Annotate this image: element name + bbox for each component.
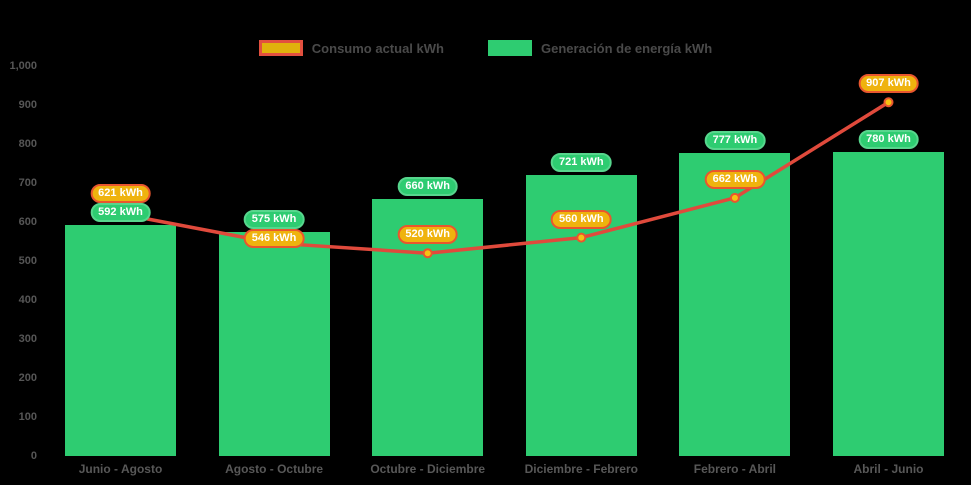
generacion-legend-swatch-icon bbox=[487, 40, 532, 56]
generation-value-label: 575 kWh bbox=[243, 209, 305, 229]
generation-value-label: 721 kWh bbox=[550, 152, 612, 172]
y-tick-label: 100 bbox=[18, 410, 37, 423]
generation-bar[interactable] bbox=[65, 225, 176, 456]
consumption-point[interactable] bbox=[422, 248, 433, 259]
generation-value-label: 660 kWh bbox=[397, 176, 459, 196]
consumo-legend-swatch-icon bbox=[258, 40, 303, 56]
generation-value-label: 592 kWh bbox=[90, 203, 151, 223]
y-tick-label: 300 bbox=[18, 332, 37, 345]
y-tick-label: 800 bbox=[18, 137, 37, 150]
consumption-value-label: 662 kWh bbox=[704, 169, 766, 189]
x-axis-label: Octubre - Diciembre bbox=[370, 462, 486, 476]
x-axis-label: Agosto - Octubre bbox=[225, 462, 324, 476]
consumption-value-label: 560 kWh bbox=[550, 209, 612, 229]
consumption-value-label: 621 kWh bbox=[90, 184, 151, 204]
generation-bar[interactable] bbox=[833, 151, 944, 456]
x-axis-label: Diciembre - Febrero bbox=[524, 462, 638, 476]
generation-value-label: 777 kWh bbox=[704, 130, 766, 150]
consumption-point[interactable] bbox=[576, 232, 587, 243]
generation-bar[interactable] bbox=[679, 152, 791, 456]
generation-bar[interactable] bbox=[218, 231, 330, 456]
y-tick-label: 900 bbox=[18, 98, 37, 111]
legend-item-generacion[interactable]: Generación de energía kWh bbox=[487, 40, 713, 56]
consumption-value-label: 907 kWh bbox=[858, 74, 919, 94]
y-tick-label: 600 bbox=[18, 215, 37, 228]
y-tick-label: 0 bbox=[30, 449, 37, 462]
consumption-value-label: 546 kWh bbox=[243, 228, 305, 248]
y-tick-label: 400 bbox=[18, 293, 37, 306]
y-tick-label: 1,000 bbox=[9, 59, 37, 72]
legend-label-generacion: Generación de energía kWh bbox=[540, 40, 713, 56]
x-axis-label: Abril - Junio bbox=[853, 462, 924, 476]
y-tick-label: 200 bbox=[18, 371, 37, 384]
consumption-value-label: 520 kWh bbox=[397, 225, 459, 245]
legend-item-consumo[interactable]: Consumo actual kWh bbox=[258, 40, 444, 56]
y-tick-label: 700 bbox=[18, 176, 37, 189]
consumption-point[interactable] bbox=[729, 192, 740, 203]
legend-label-consumo: Consumo actual kWh bbox=[311, 40, 444, 56]
consumption-line bbox=[118, 100, 891, 255]
consumption-point[interactable] bbox=[883, 97, 894, 108]
x-axis-label: Febrero - Abril bbox=[693, 462, 777, 476]
chart-legend: Consumo actual kWh Generación de energía… bbox=[0, 40, 971, 56]
x-axis-label: Junio - Agosto bbox=[78, 462, 163, 476]
generation-value-label: 780 kWh bbox=[858, 129, 919, 149]
y-tick-label: 500 bbox=[18, 254, 37, 267]
